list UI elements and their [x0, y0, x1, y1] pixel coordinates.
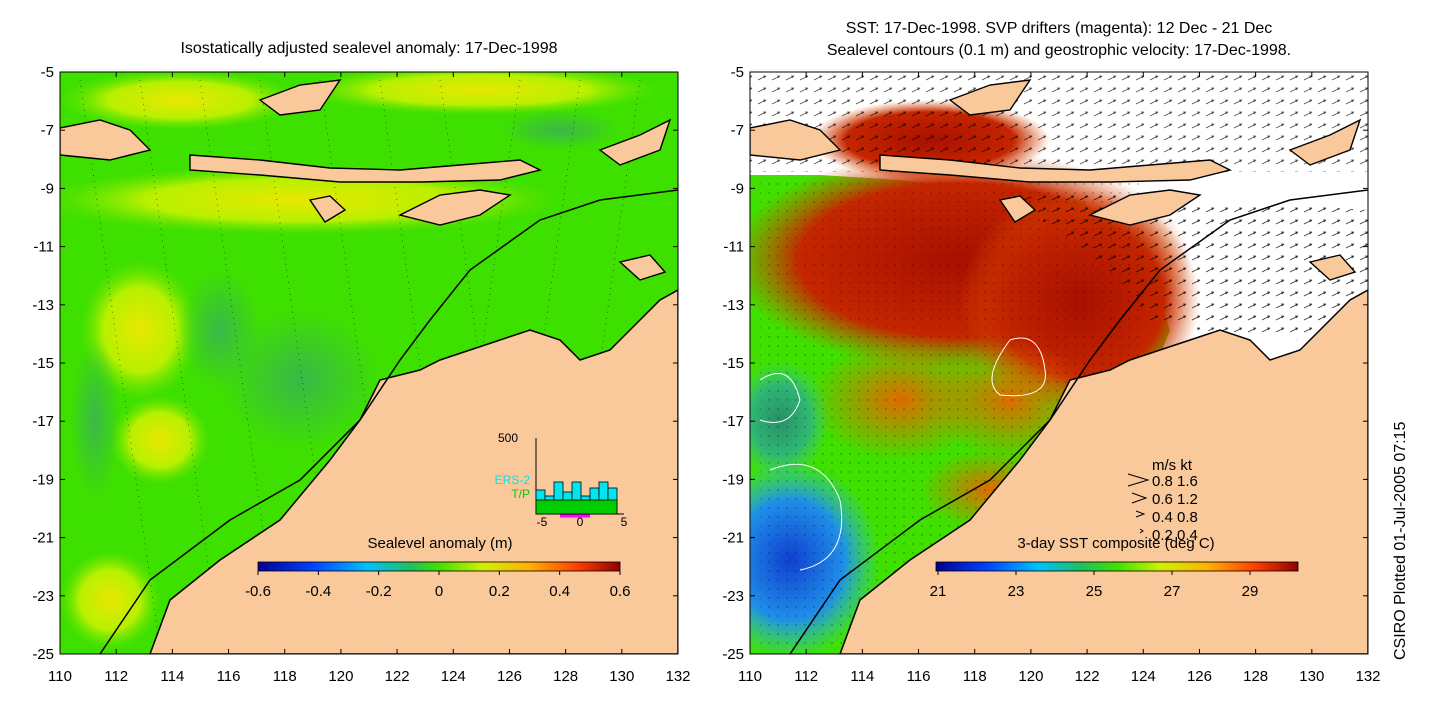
left-colorbar: Sealevel anomaly (m) -0.6 -0.4 -0.2 0 0.2 0.4…: [245, 535, 630, 600]
left-map-title: Isostatically adjusted sealevel anomaly:…: [180, 40, 558, 57]
right-ytick-label: -25: [722, 646, 744, 663]
left-colorbar-tick: -0.6: [245, 583, 271, 600]
right-colorbar-tick: 23: [1008, 583, 1025, 600]
left-colorbar-tick: 0.6: [610, 583, 631, 600]
histogram-xtick-1: 0: [577, 515, 584, 529]
left-colorbar-tick: 0: [435, 583, 443, 600]
left-ytick-label: -23: [32, 588, 54, 605]
left-xtick-label: 130: [609, 668, 634, 685]
right-map-title-line2: Sealevel contours (0.1 m) and geostrophi…: [826, 42, 1292, 59]
left-colorbar-label: Sealevel anomaly (m): [367, 535, 512, 552]
right-xtick-label: 130: [1299, 668, 1324, 685]
right-ytick-label: -13: [722, 297, 744, 314]
left-xtick-label: 110: [48, 668, 72, 685]
right-ytick-label: -9: [731, 180, 744, 197]
right-xtick-label: 124: [1131, 668, 1156, 685]
shelf-contour: [99, 189, 678, 654]
left-map-axes: -5 -7 -9 -11 -13 -15 -17 -19 -21 -23 -25 110 112 114 1…: [32, 64, 690, 685]
left-ytick-label: -15: [32, 355, 54, 372]
right-ytick-label: -11: [723, 239, 744, 256]
left-ytick-label: -7: [41, 122, 54, 139]
histogram-series-ers2: ERS-2: [495, 473, 531, 487]
velocity-legend-row-2: 0.4 0.8: [1152, 509, 1198, 526]
left-xtick-label: 120: [328, 668, 353, 685]
velocity-legend-row-0: 0.8 1.6: [1152, 473, 1198, 490]
left-ytick-label: -21: [32, 530, 54, 547]
right-colorbar-label: 3-day SST composite (deg C): [1017, 535, 1214, 552]
left-colorbar-tick: 0.2: [489, 583, 510, 600]
left-colorbar-tick: 0.4: [549, 583, 570, 600]
left-ytick-label: -5: [41, 64, 54, 81]
histogram-series-tp: T/P: [511, 487, 530, 501]
left-ytick-label: -17: [32, 413, 54, 430]
right-colorbar: 3-day SST composite (deg C) 21 23 25 27 29: [930, 535, 1299, 600]
left-xtick-label: 126: [497, 668, 522, 685]
right-ytick-label: -21: [722, 530, 744, 547]
left-colorbar-tick: -0.4: [305, 583, 331, 600]
right-xtick-label: 112: [794, 668, 818, 685]
right-ytick-label: -17: [722, 413, 744, 430]
histogram-xtick-2: 5: [621, 515, 628, 529]
right-map-title-line1: SST: 17-Dec-1998. SVP drifters (magenta)…: [845, 20, 1273, 37]
histogram-xtick-0: -5: [537, 515, 548, 529]
indonesian-islands: [750, 79, 1362, 281]
right-ytick-label: -5: [731, 64, 744, 81]
right-xtick-label: 132: [1355, 668, 1380, 685]
right-map-axes: -5 -7 -9 -11 -13 -15 -17 -19 -21 -23 -25 110 112 114 1…: [722, 64, 1380, 685]
plot-credit: CSIRO Plotted 01-Jul-2005 07:15: [1392, 421, 1409, 660]
left-xtick-label: 124: [441, 668, 466, 685]
left-xtick-label: 132: [665, 668, 690, 685]
left-colorbar-tick: -0.2: [366, 583, 392, 600]
shelf-contour: [789, 189, 1368, 654]
right-ytick-label: -23: [722, 588, 744, 605]
right-xtick-label: 110: [738, 668, 762, 685]
right-colorbar-tick: 21: [930, 583, 947, 600]
right-ytick-label: -7: [731, 122, 744, 139]
right-xtick-label: 126: [1187, 668, 1212, 685]
left-xtick-label: 112: [104, 668, 128, 685]
left-ytick-label: -13: [32, 297, 54, 314]
velocity-legend-header: m/s kt: [1152, 457, 1193, 474]
left-xtick-label: 114: [160, 668, 184, 685]
left-xtick-label: 118: [273, 668, 297, 685]
left-xtick-label: 116: [217, 668, 241, 685]
velocity-legend: m/s kt 0.8 1.6 0.6 1.2 0.4 0.8 0.2 0.4: [1127, 457, 1198, 544]
histogram-ymax: 500: [498, 431, 518, 445]
right-map: [750, 72, 1368, 654]
right-xtick-label: 114: [850, 668, 874, 685]
right-xtick-label: 120: [1018, 668, 1043, 685]
right-xtick-label: 116: [907, 668, 931, 685]
right-colorbar-tick: 25: [1086, 583, 1103, 600]
right-colorbar-tick: 29: [1242, 583, 1259, 600]
right-xtick-label: 118: [963, 668, 987, 685]
left-map: [60, 72, 678, 654]
right-ytick-label: -15: [722, 355, 744, 372]
right-ytick-label: -19: [722, 471, 744, 488]
velocity-legend-row-3: 0.2 0.4: [1152, 527, 1198, 544]
velocity-legend-row-1: 0.6 1.2: [1152, 491, 1198, 508]
right-xtick-label: 122: [1075, 668, 1100, 685]
right-colorbar-tick: 27: [1164, 583, 1181, 600]
left-ytick-label: -25: [32, 646, 54, 663]
track-histogram: 500 ERS-2 T/P -5 0 5: [495, 431, 628, 529]
indonesian-islands: [60, 79, 672, 281]
left-ytick-label: -9: [41, 180, 54, 197]
left-xtick-label: 128: [553, 668, 578, 685]
left-ytick-label: -11: [33, 239, 54, 256]
left-ytick-label: -19: [32, 471, 54, 488]
right-xtick-label: 128: [1243, 668, 1268, 685]
left-xtick-label: 122: [385, 668, 410, 685]
